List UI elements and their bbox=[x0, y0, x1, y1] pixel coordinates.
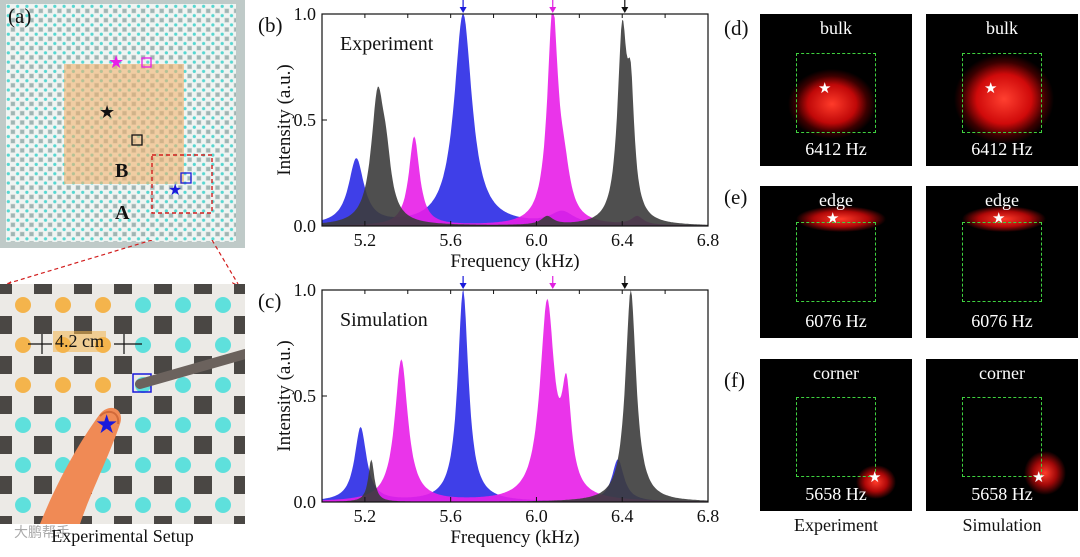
x-tick-label: 6.4 bbox=[611, 506, 634, 526]
dashed-region bbox=[962, 53, 1042, 133]
edge-glow bbox=[962, 206, 1046, 232]
series-bulk-area bbox=[322, 290, 708, 502]
watermark: 大鹏帮手 bbox=[14, 526, 70, 541]
map-e-experiment: ★ edge 6076 Hz bbox=[760, 186, 912, 338]
freq-label: 6412 Hz bbox=[971, 139, 1033, 159]
series-edge-area bbox=[322, 298, 708, 502]
x-axis-label: Frequency (kHz) bbox=[450, 251, 579, 272]
star-icon: ★ bbox=[992, 211, 1006, 227]
arrow-head-icon bbox=[549, 7, 557, 13]
mode-label: bulk bbox=[985, 18, 1018, 38]
zoom-blue-star-icon: ★ bbox=[95, 410, 119, 439]
star-icon: ★ bbox=[818, 81, 832, 97]
freq-label: 5658 Hz bbox=[971, 484, 1033, 504]
y-tick-label: 0.0 bbox=[294, 492, 317, 512]
bulk-glow bbox=[954, 54, 1054, 144]
corner-glow bbox=[1024, 451, 1066, 495]
series-bulk-area bbox=[322, 19, 708, 226]
col-label-simulation: Simulation bbox=[962, 515, 1042, 535]
dashed-region bbox=[962, 397, 1042, 477]
mode-label: edge bbox=[985, 190, 1019, 210]
map-f-simulation: ★ corner 5658 Hz bbox=[926, 359, 1078, 511]
y-tick-label: 0.0 bbox=[294, 216, 317, 236]
star-icon: ★ bbox=[826, 211, 840, 227]
freq-label: 5658 Hz bbox=[805, 484, 867, 504]
chart-c: 5.2 5.6 6.0 6.4 6.8 0.0 0.5 1.0 Frequency (kHz) I… bbox=[258, 276, 720, 548]
x-axis-label: Frequency (kHz) bbox=[450, 527, 579, 548]
map-d-simulation: ★ bulk 6412 Hz bbox=[926, 14, 1078, 166]
spacing-label: 4.2 cm bbox=[53, 331, 106, 352]
freq-label: 6412 Hz bbox=[805, 139, 867, 159]
region-b-fill bbox=[64, 64, 184, 184]
mode-label: edge bbox=[819, 190, 853, 210]
mode-label: corner bbox=[813, 363, 859, 383]
dashed-region bbox=[796, 53, 876, 133]
y-tick-label: 1.0 bbox=[294, 280, 317, 300]
y-axis-label: Intensity (a.u.) bbox=[274, 64, 295, 175]
map-f-experiment: ★ corner 5658 Hz bbox=[760, 359, 912, 511]
arrow-head-icon bbox=[549, 283, 557, 289]
zoomed-photo bbox=[0, 284, 245, 524]
region-a-label: A bbox=[115, 202, 130, 224]
panel-a: (a) ★ ★ ★ B A bbox=[0, 0, 245, 552]
panel-e-label: (e) bbox=[724, 185, 748, 209]
panel-label: (c) bbox=[258, 289, 281, 313]
arrow-head-icon bbox=[459, 283, 467, 289]
corner-glow bbox=[856, 465, 896, 499]
panel-label: (b) bbox=[258, 13, 283, 37]
chart-title: Experiment bbox=[340, 33, 434, 55]
panel-a-label: (a) bbox=[8, 4, 32, 28]
dashed-region bbox=[796, 222, 876, 302]
blue-star-icon: ★ bbox=[168, 182, 183, 199]
black-star-icon: ★ bbox=[99, 102, 116, 122]
x-tick-label: 6.8 bbox=[697, 230, 720, 250]
y-tick-label: 1.0 bbox=[294, 4, 317, 24]
arrow-head-icon bbox=[621, 7, 629, 13]
region-b-label: B bbox=[115, 160, 129, 182]
x-tick-label: 5.6 bbox=[439, 230, 462, 250]
x-tick-label: 6.0 bbox=[525, 506, 548, 526]
panel-c: 5.2 5.6 6.0 6.4 6.8 0.0 0.5 1.0 Frequency (kHz) I… bbox=[250, 276, 720, 552]
x-tick-label: 5.6 bbox=[439, 506, 462, 526]
magenta-star-icon: ★ bbox=[108, 52, 125, 72]
bulk-glow bbox=[788, 69, 876, 139]
series-corner-area bbox=[322, 290, 708, 502]
x-tick-label: 6.8 bbox=[697, 506, 720, 526]
lattice-photo bbox=[0, 0, 245, 248]
zoom-box bbox=[151, 154, 213, 214]
dashed-region bbox=[962, 222, 1042, 302]
panel-d-label: (d) bbox=[724, 16, 749, 40]
map-e-simulation: ★ edge 6076 Hz bbox=[926, 186, 1078, 338]
chart-b: 5.2 5.6 6.0 6.4 6.8 0.0 0.5 1.0 Frequency (kHz) I… bbox=[258, 0, 720, 272]
series-edge-area bbox=[322, 14, 708, 226]
arrow-head-icon bbox=[621, 283, 629, 289]
panel-a-caption: Experimental Setup bbox=[51, 526, 194, 546]
panel-f-label: (f) bbox=[724, 368, 745, 392]
star-icon: ★ bbox=[984, 81, 998, 97]
star-icon: ★ bbox=[868, 470, 882, 486]
mode-label: bulk bbox=[819, 18, 852, 38]
x-tick-label: 5.2 bbox=[354, 230, 377, 250]
arrow-head-icon bbox=[459, 7, 467, 13]
mode-label: corner bbox=[979, 363, 1025, 383]
edge-glow bbox=[796, 206, 886, 232]
x-tick-label: 6.4 bbox=[611, 230, 634, 250]
freq-label: 6076 Hz bbox=[971, 311, 1033, 331]
col-label-experiment: Experiment bbox=[794, 515, 878, 535]
panel-b: 5.2 5.6 6.0 6.4 6.8 0.0 0.5 1.0 Frequency (kHz) I… bbox=[250, 0, 720, 276]
map-d-experiment: ★ bulk 6412 Hz bbox=[760, 14, 912, 166]
y-tick-label: 0.5 bbox=[294, 386, 317, 406]
x-tick-label: 5.2 bbox=[354, 506, 377, 526]
x-tick-label: 6.0 bbox=[525, 230, 548, 250]
chart-title: Simulation bbox=[340, 309, 428, 331]
freq-label: 6076 Hz bbox=[805, 311, 867, 331]
y-tick-label: 0.5 bbox=[294, 110, 317, 130]
star-icon: ★ bbox=[1032, 470, 1046, 486]
y-axis-label: Intensity (a.u.) bbox=[274, 340, 295, 451]
dashed-region bbox=[796, 397, 876, 477]
